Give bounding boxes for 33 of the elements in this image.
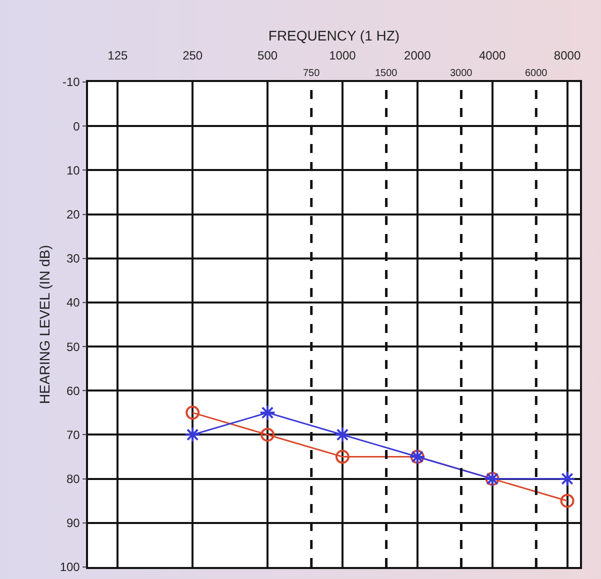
ref-line-label: 1500 [375, 68, 398, 79]
x-tick-label: 8000 [554, 48, 581, 62]
y-tick-label: 20 [66, 207, 80, 222]
y-tick-label: 10 [66, 163, 80, 178]
x-tick-label: 1000 [329, 48, 356, 62]
x-tick-label: 4000 [478, 48, 506, 62]
point [186, 406, 200, 420]
ref-line-label: 3000 [450, 68, 473, 79]
y-tick-label: -10 [62, 75, 80, 90]
point [335, 450, 350, 464]
y-tick-label: 90 [66, 516, 80, 530]
y-tick-label: 60 [66, 384, 80, 398]
x-tick-label: 2000 [404, 48, 432, 62]
x-tick-label: 250 [182, 48, 203, 62]
ref-line-label: 750 [303, 68, 320, 79]
point [334, 426, 351, 443]
y-tick-label: 80 [66, 472, 80, 486]
x-tick-label: 500 [258, 48, 278, 62]
point [559, 470, 576, 488]
y-tick-label: 40 [66, 296, 80, 310]
x-axis-title: FREQUENCY (1 HZ) [268, 28, 400, 44]
y-tick-label: 30 [66, 252, 80, 266]
x-tick-label: 125 [108, 48, 128, 62]
point [259, 404, 276, 421]
point [184, 426, 201, 443]
y-axis-title: HEARING LEVEL (IN dB) [36, 245, 52, 404]
point [260, 428, 275, 442]
y-tick-label: 0 [73, 119, 80, 134]
ref-line-label: 6000 [525, 68, 548, 79]
y-tick-label: 50 [66, 340, 80, 354]
y-tick-label: 70 [66, 428, 80, 442]
y-tick-label: 100 [60, 560, 80, 574]
point [560, 494, 574, 508]
